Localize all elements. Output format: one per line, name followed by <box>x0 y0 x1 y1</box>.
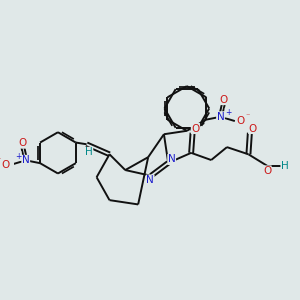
Text: H: H <box>281 161 289 171</box>
Text: N: N <box>22 155 30 165</box>
Text: H: H <box>85 147 93 157</box>
Text: O: O <box>263 166 271 176</box>
Text: O: O <box>2 160 10 170</box>
Text: ⁻: ⁻ <box>245 111 250 120</box>
Text: O: O <box>191 124 200 134</box>
Text: N: N <box>217 112 224 122</box>
Text: O: O <box>249 124 257 134</box>
Text: O: O <box>236 116 245 126</box>
Text: +: + <box>225 108 231 117</box>
Text: O: O <box>19 138 27 148</box>
Text: N: N <box>146 175 154 185</box>
Text: N: N <box>168 154 176 164</box>
Text: +: + <box>15 152 21 160</box>
Text: ⁻: ⁻ <box>0 155 1 164</box>
Text: O: O <box>219 94 227 105</box>
